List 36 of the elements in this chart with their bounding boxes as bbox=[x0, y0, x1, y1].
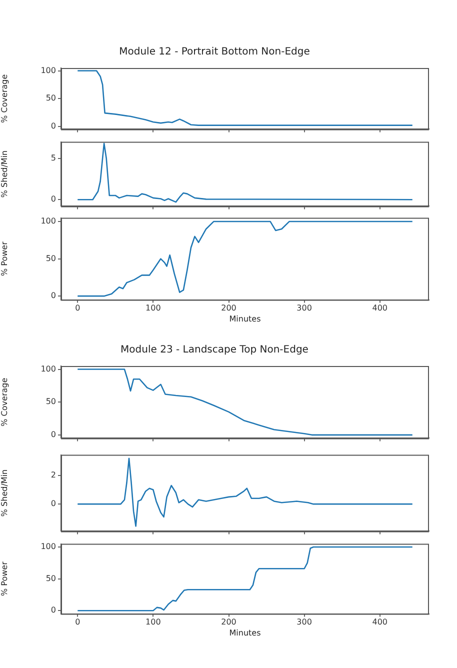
x-tick-label: 300 bbox=[296, 618, 312, 627]
y-tick-label: 100 bbox=[40, 364, 56, 374]
x-tick-label: 200 bbox=[221, 304, 236, 313]
y-tick-label: 50 bbox=[46, 94, 56, 103]
y-tick-label: 50 bbox=[46, 574, 56, 583]
y-tick-label: 0 bbox=[50, 194, 56, 204]
y-tick-label: 0 bbox=[50, 291, 56, 300]
y-tick-label: 100 bbox=[40, 66, 56, 75]
x-tick-label: 100 bbox=[146, 618, 161, 627]
y-tick-label: 0 bbox=[50, 499, 56, 508]
y-tick-label: 0 bbox=[50, 121, 56, 130]
y-axis-title: % Power bbox=[0, 560, 9, 596]
x-tick-label: 200 bbox=[221, 618, 236, 627]
x-tick-label: 100 bbox=[146, 304, 161, 313]
y-tick-label: 5 bbox=[50, 153, 56, 162]
y-axis-title: % Coverage bbox=[0, 378, 9, 426]
chart-title: Module 12 - Portrait Bottom Non-Edge bbox=[119, 46, 310, 58]
x-tick-label: 400 bbox=[372, 618, 388, 627]
x-tick-label: 0 bbox=[75, 618, 80, 627]
y-axis-title: % Shed/Min bbox=[0, 469, 9, 517]
y-tick-label: 100 bbox=[40, 542, 56, 552]
y-axis-title: % Power bbox=[0, 240, 9, 276]
y-tick-label: 100 bbox=[40, 216, 56, 226]
y-tick-label: 0 bbox=[50, 606, 56, 615]
y-axis-title: % Coverage bbox=[0, 74, 9, 123]
y-tick-label: 50 bbox=[46, 397, 56, 406]
x-tick-label: 400 bbox=[372, 304, 388, 313]
x-axis-title: Minutes bbox=[229, 628, 261, 638]
x-axis-title: Minutes bbox=[229, 314, 261, 324]
x-tick-label: 0 bbox=[75, 304, 80, 313]
y-tick-label: 0 bbox=[50, 430, 56, 439]
y-axis-title: % Shed/Min bbox=[0, 150, 9, 198]
x-tick-label: 300 bbox=[296, 304, 312, 313]
y-tick-label: 2 bbox=[50, 470, 56, 480]
y-tick-label: 50 bbox=[46, 254, 56, 263]
chart-title: Module 23 - Landscape Top Non-Edge bbox=[120, 344, 308, 356]
